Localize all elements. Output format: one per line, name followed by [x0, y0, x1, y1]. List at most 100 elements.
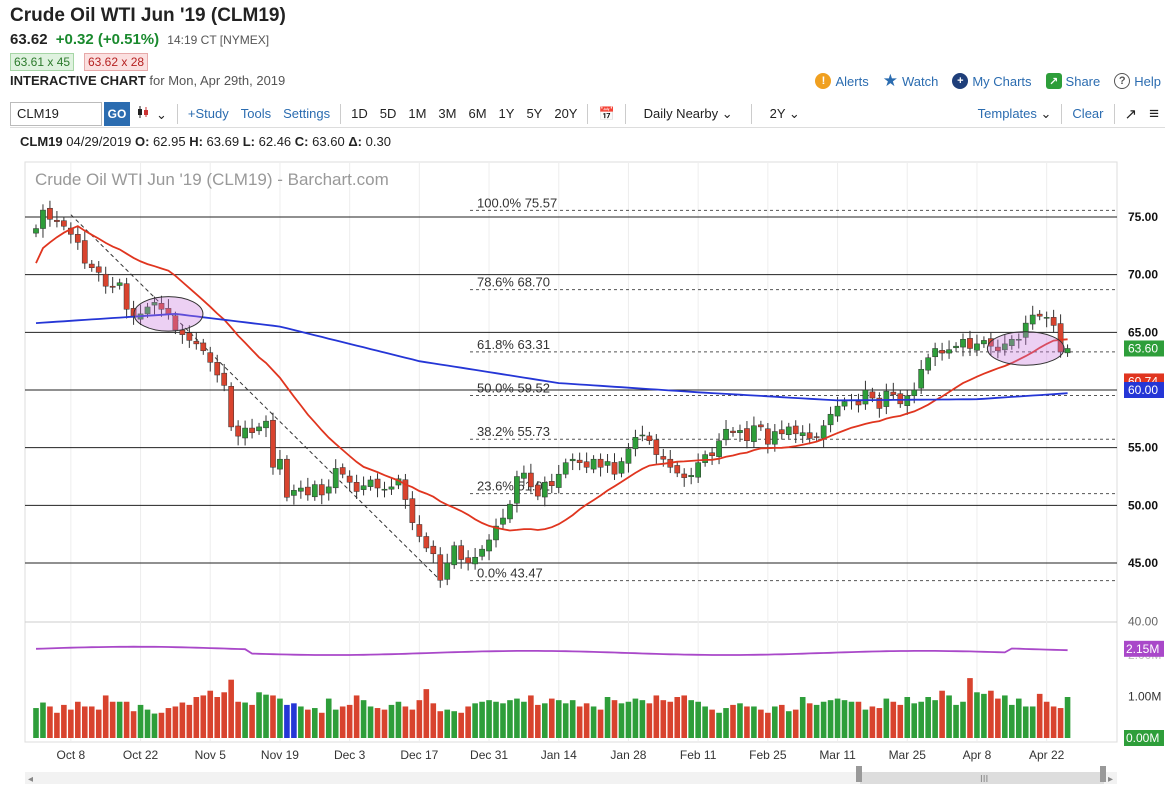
divider	[1061, 103, 1063, 124]
volume-bar	[660, 700, 667, 738]
candle-body	[486, 539, 492, 552]
templates-dropdown[interactable]: Templates ⌄	[972, 106, 1058, 122]
calendar-button[interactable]: 📅	[592, 106, 620, 122]
volume-bar	[1022, 706, 1029, 738]
candle-body	[695, 462, 701, 478]
date-tick-label: Apr 8	[963, 748, 992, 762]
volume-bar	[179, 702, 186, 738]
candle-body	[298, 487, 304, 492]
volume-bar	[876, 708, 883, 738]
help-link[interactable]: ? Help	[1114, 71, 1161, 91]
period-1y[interactable]: 1Y	[498, 106, 515, 121]
volume-bar	[792, 709, 799, 738]
price-level-lines	[25, 216, 1117, 564]
candle-body	[346, 475, 353, 483]
chevron-down-icon: ⌄	[156, 106, 167, 122]
highlight-ellipse	[986, 331, 1065, 366]
fib-label: 61.8% 63.31	[477, 337, 550, 352]
ma50-line	[35, 225, 1068, 532]
volume-bar	[270, 695, 276, 738]
volume-bar	[569, 700, 576, 738]
volume-bar	[144, 709, 151, 738]
price-chart[interactable]: Crude Oil WTI Jun '19 (CLM19) - Barchart…	[0, 152, 1173, 790]
last-price: 63.62	[10, 31, 48, 48]
candle-body	[144, 306, 151, 315]
candle-body	[437, 554, 444, 581]
chart-type-dropdown[interactable]: ⌄	[130, 105, 173, 123]
volume-bar	[214, 697, 221, 738]
scrollbar-thumb[interactable]	[860, 772, 1104, 784]
chevron-down-icon: ⌄	[1040, 105, 1052, 121]
period-6m[interactable]: 6M	[468, 106, 487, 121]
ask-badge: 63.62 x 28	[84, 53, 149, 71]
settings-button[interactable]: Settings	[283, 106, 331, 121]
volume-bar	[932, 700, 938, 738]
share-link[interactable]: ↗ Share	[1045, 71, 1100, 91]
interval-dropdown[interactable]: Daily Nearby ⌄	[630, 106, 747, 122]
menu-button[interactable]: ≡	[1143, 104, 1165, 124]
add-study-button[interactable]: +Study	[187, 106, 229, 121]
period-20y[interactable]: 20Y	[554, 106, 578, 121]
candle-body	[681, 473, 688, 478]
candle-body	[569, 458, 576, 462]
candle-body	[702, 454, 708, 463]
period-1m[interactable]: 1M	[408, 106, 427, 121]
candle-body	[318, 484, 325, 496]
candle-body	[339, 467, 346, 475]
volume-bar	[695, 701, 701, 738]
volume-bar	[535, 704, 541, 738]
candle-body	[590, 458, 597, 470]
candle-body	[827, 413, 834, 426]
candle-body	[632, 437, 639, 450]
ma200-line	[35, 312, 1068, 402]
scroll-right-icon[interactable]: ▸	[1108, 774, 1113, 785]
volume-bar	[95, 709, 102, 738]
bid-badge: 63.61 x 45	[10, 53, 75, 71]
volume-bar	[1029, 706, 1036, 738]
go-button[interactable]: GO	[104, 101, 130, 126]
price-tick-label: 40.00	[1128, 615, 1158, 629]
candle-body	[353, 482, 360, 492]
my-charts-link[interactable]: + My Charts	[952, 71, 1032, 91]
volume-bar	[883, 698, 890, 738]
candle-body	[967, 338, 973, 349]
date-tick-label: Feb 11	[680, 748, 717, 762]
chart-toolbar: GO ⌄ +Study Tools Settings 1D 5D 1M 3M 6…	[10, 100, 1165, 128]
alerts-link[interactable]: ! Alerts	[815, 71, 869, 91]
candle-body	[74, 234, 81, 243]
range-dropdown[interactable]: 2Y ⌄	[756, 106, 814, 122]
chart-area[interactable]: Crude Oil WTI Jun '19 (CLM19) - Barchart…	[0, 152, 1173, 790]
quote-line: 63.62 +0.32 (+0.51%) 14:19 CT [NYMEX]	[10, 31, 269, 48]
scrollbar-handle-right[interactable]	[1100, 766, 1106, 782]
volume-bar	[542, 703, 548, 738]
date-tick-label: Nov 5	[195, 748, 227, 762]
scrollbar-handle-left[interactable]	[856, 766, 862, 782]
scrollbar-track[interactable]	[25, 772, 1117, 784]
volume-bar	[40, 702, 46, 738]
tools-button[interactable]: Tools	[240, 106, 272, 121]
candle-body	[841, 401, 848, 407]
volume-bar	[360, 700, 367, 738]
watch-link[interactable]: ★ Watch	[883, 71, 939, 91]
fib-label: 78.6% 68.70	[477, 275, 550, 290]
symbol-input[interactable]	[10, 101, 102, 126]
period-5y[interactable]: 5Y	[526, 106, 543, 121]
volume-bar	[207, 690, 214, 738]
period-1d[interactable]: 1D	[351, 106, 368, 121]
scrollbar-grip-icon[interactable]: III	[980, 774, 988, 785]
date-tick-label: Apr 22	[1029, 748, 1065, 762]
volume-bar	[555, 700, 562, 738]
volume-bar	[667, 701, 674, 738]
candle-body	[674, 465, 681, 474]
volume-tag-box	[1124, 640, 1164, 657]
scroll-left-icon[interactable]: ◂	[28, 774, 33, 785]
expand-button[interactable]: ↗	[1119, 105, 1144, 123]
period-5d[interactable]: 5D	[379, 106, 397, 121]
price-tick-box	[1124, 439, 1164, 456]
clear-button[interactable]: Clear	[1072, 106, 1104, 121]
candle-body	[458, 545, 465, 560]
volume-bar	[939, 690, 945, 738]
volume-bar	[806, 703, 813, 738]
period-3m[interactable]: 3M	[438, 106, 457, 121]
candle-body	[388, 486, 395, 490]
